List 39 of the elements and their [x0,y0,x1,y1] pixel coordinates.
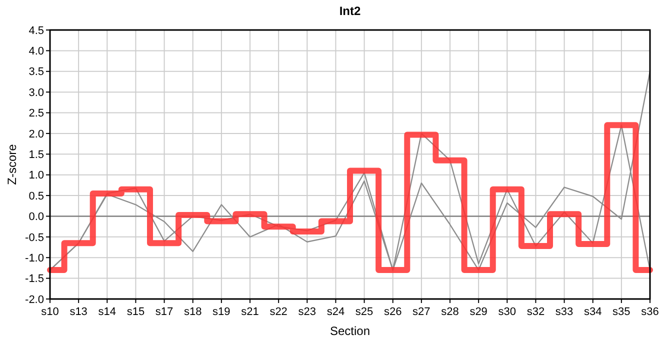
y-axis-title: Z-score [5,144,19,185]
y-tick-label: -0.5 [25,232,44,244]
x-tick-label: s14 [98,306,116,318]
x-tick-label: s15 [126,306,145,318]
x-tick-label: s34 [584,306,602,318]
y-tick-label: 0.5 [28,190,44,202]
x-tick-label: s35 [612,306,630,318]
x-tick-label: s30 [498,306,516,318]
y-tick-label: 2.5 [28,108,44,120]
x-axis-title: Section [330,324,370,338]
y-tick-label: 3.5 [28,66,44,78]
x-tick-label: s33 [555,306,574,318]
x-tick-label: s29 [470,306,488,318]
x-tick-label: s13 [70,306,88,318]
x-tick-label: s21 [241,306,259,318]
x-tick-label: s18 [184,306,202,318]
y-tick-label: 2.0 [28,128,44,140]
y-tick-label: 3.0 [28,86,44,99]
x-tick-label: s17 [155,306,174,318]
y-tick-label: 4.0 [28,46,44,58]
x-tick-label: s24 [326,306,345,318]
x-tick-label: s27 [412,306,430,318]
y-tick-label: -2.0 [25,294,44,306]
x-tick-label: s10 [41,306,59,318]
y-tick-label: 1.5 [28,149,44,162]
x-tick-label: s19 [212,306,230,318]
x-tick-label: s28 [441,306,459,318]
x-tick-label: s22 [270,306,288,318]
chart-title: Int2 [339,4,361,18]
y-tick-label: -1.5 [25,273,44,286]
y-tick-label: 1.0 [28,170,44,182]
y-tick-label: 0.0 [28,211,44,224]
x-tick-label: s23 [298,306,316,318]
x-tick-label: s36 [641,306,659,318]
x-tick-label: s25 [355,306,374,318]
y-tick-label: -1.0 [25,252,44,264]
x-tick-label: s32 [526,306,545,318]
x-tick-label: s26 [384,306,402,318]
y-tick-label: 4.5 [28,24,44,37]
